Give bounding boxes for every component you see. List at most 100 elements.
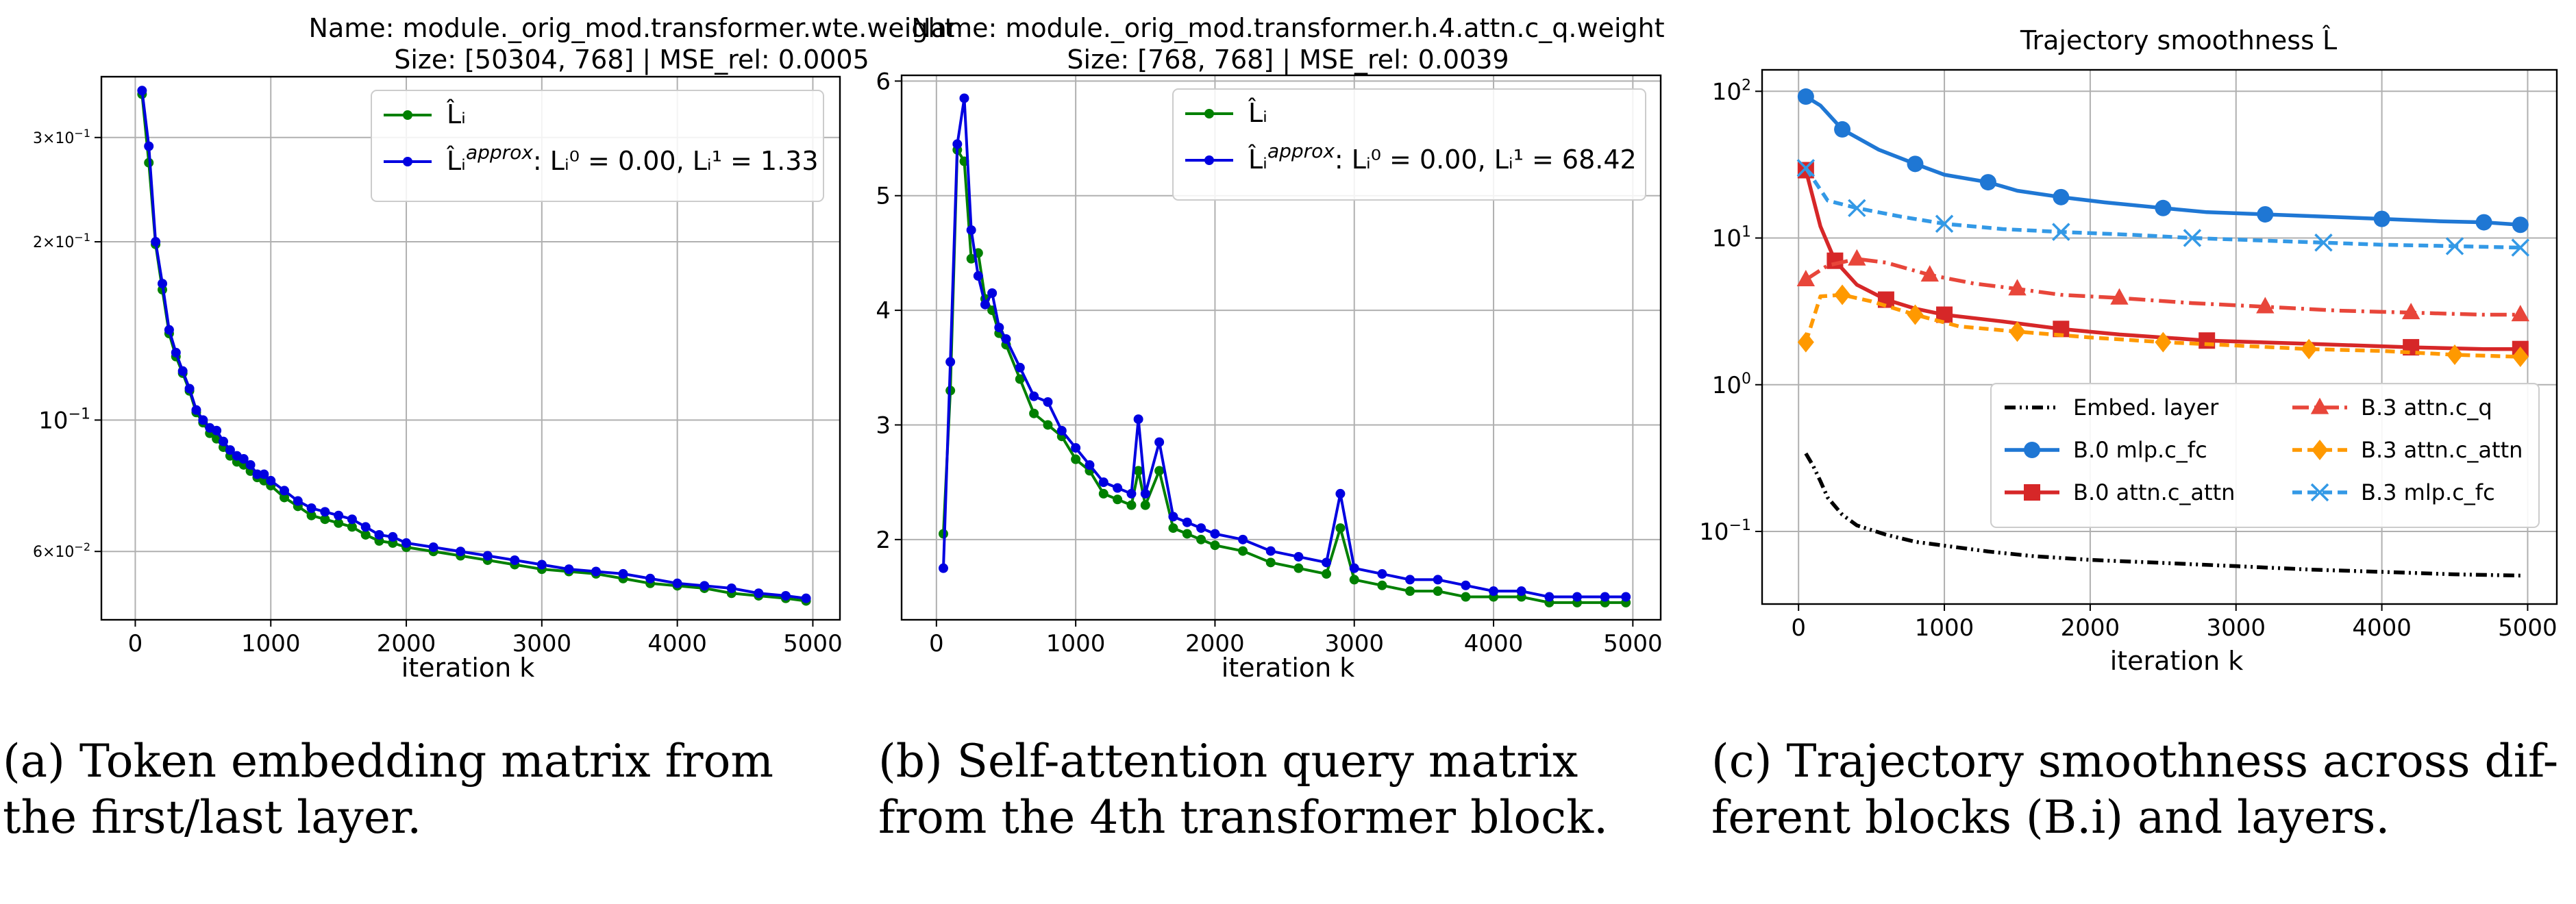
- data-point: [1848, 199, 1866, 218]
- data-point: [1140, 488, 1150, 499]
- data-point: [1238, 534, 1248, 544]
- series-line-3: [1805, 257, 2521, 317]
- data-point: [1621, 592, 1631, 602]
- data-point: [164, 325, 174, 335]
- panel-a: Name: module._orig_mod.transformer.wte.w…: [33, 13, 955, 683]
- data-point: [2314, 234, 2333, 252]
- series-line-5: [1804, 166, 2521, 250]
- data-point: [1071, 442, 1081, 453]
- data-point: [2009, 321, 2026, 342]
- data-point: [959, 93, 969, 103]
- data-point: [334, 510, 344, 520]
- data-point: [456, 547, 466, 557]
- data-point: [945, 357, 956, 367]
- data-point: [347, 514, 357, 525]
- data-point: [401, 538, 412, 548]
- legend-label-0: L̂ᵢ: [1248, 98, 1267, 128]
- data-point: [1461, 592, 1471, 602]
- series-line-0: [1804, 452, 2521, 578]
- data-point: [1920, 265, 1939, 282]
- data-point: [171, 347, 181, 357]
- caption-b-line1: (b) Self-attention query matrix: [878, 735, 1578, 788]
- data-point: [1126, 500, 1137, 510]
- data-point: [347, 522, 357, 532]
- data-point: [2110, 288, 2129, 305]
- data-point: [1405, 575, 1415, 585]
- data-point: [1797, 331, 1814, 353]
- data-point: [2256, 297, 2275, 314]
- xtick-label: 1000: [1915, 614, 1974, 642]
- data-point: [754, 588, 764, 599]
- data-point: [1516, 586, 1526, 597]
- ytick-label: 102: [1712, 77, 1751, 105]
- ytick-label: 101: [1712, 224, 1751, 253]
- legend-label-0: L̂ᵢ: [446, 99, 466, 129]
- xtick-label: 0: [929, 630, 944, 657]
- data-point: [1029, 408, 1039, 418]
- data-point: [1265, 546, 1276, 556]
- xtick-label: 1000: [1046, 630, 1106, 657]
- legend-label-1: L̂ᵢapprox: Lᵢ⁰ = 0.00, Lᵢ¹ = 68.42: [1248, 140, 1637, 175]
- data-point: [1182, 517, 1192, 527]
- data-point: [1140, 500, 1150, 510]
- data-point: [1154, 437, 1165, 447]
- data-point: [2512, 216, 2529, 234]
- data-point-b: [2183, 229, 2202, 247]
- data-point: [1335, 523, 1346, 533]
- data-point: [973, 271, 983, 281]
- data-point: [320, 514, 330, 525]
- data-point: [1907, 155, 1924, 173]
- data-point: [2401, 303, 2420, 320]
- legend-box: [371, 90, 824, 202]
- legend-box: [1172, 88, 1646, 201]
- legend-label-4: B.3 attn.c_attn: [2361, 437, 2523, 463]
- data-point: [293, 496, 303, 506]
- data-point-b: [1848, 199, 1866, 218]
- data-point: [1071, 454, 1081, 464]
- legend-marker-0: [1204, 109, 1214, 118]
- ytick-label: 4: [876, 297, 891, 325]
- data-point: [259, 469, 269, 479]
- data-point: [306, 503, 317, 513]
- data-point: [252, 469, 262, 479]
- data-point: [987, 288, 998, 298]
- data-point: [1210, 540, 1220, 551]
- data-point: [1210, 529, 1220, 539]
- data-point-b: [2511, 238, 2530, 257]
- data-point: [966, 225, 976, 235]
- data-point: [1572, 592, 1583, 602]
- data-point: [591, 566, 601, 577]
- ytick-label: 5: [876, 183, 891, 210]
- data-point: [2301, 338, 2318, 360]
- legend-marker-5: [2310, 483, 2329, 502]
- data-point: [1489, 586, 1499, 597]
- xtick-label: 2000: [2061, 614, 2120, 642]
- data-point: [1405, 586, 1415, 597]
- data-point: [266, 475, 276, 486]
- data-point: [1182, 529, 1192, 539]
- legend-marker-4: [2312, 440, 2328, 460]
- data-point: [1377, 580, 1387, 590]
- panel-b-plot: 0 1000 2000 3000 4000 5000 2 3 4 5 6 L̂ᵢ L̂ᵢapprox: …: [876, 68, 1662, 657]
- data-point: [1600, 592, 1610, 602]
- data-point: [1433, 575, 1443, 585]
- xtick-label: 4000: [2352, 614, 2412, 642]
- xtick-label: 2000: [377, 630, 436, 657]
- data-point: [1196, 534, 1206, 544]
- xtick-label: 3000: [1324, 630, 1384, 657]
- data-point: [137, 86, 147, 96]
- data-point-b: [2445, 237, 2464, 255]
- data-point: [564, 564, 574, 575]
- data-point: [2511, 238, 2530, 257]
- data-point: [225, 445, 235, 455]
- panel-c-plot: 0 1000 2000 3000 4000 5000 10−1 100 101 102 Embed.…: [1699, 68, 2558, 642]
- caption-b-line2: from the 4th transformer block.: [878, 791, 1608, 844]
- ytick-label: 3×10−1: [33, 127, 90, 147]
- ytick-label: 2×10−1: [33, 231, 90, 251]
- data-point: [1797, 88, 1814, 105]
- xtick-label: 4000: [1464, 630, 1524, 657]
- data-point: [952, 139, 963, 149]
- legend-marker-1: [403, 157, 412, 166]
- xtick-label: 0: [128, 630, 143, 657]
